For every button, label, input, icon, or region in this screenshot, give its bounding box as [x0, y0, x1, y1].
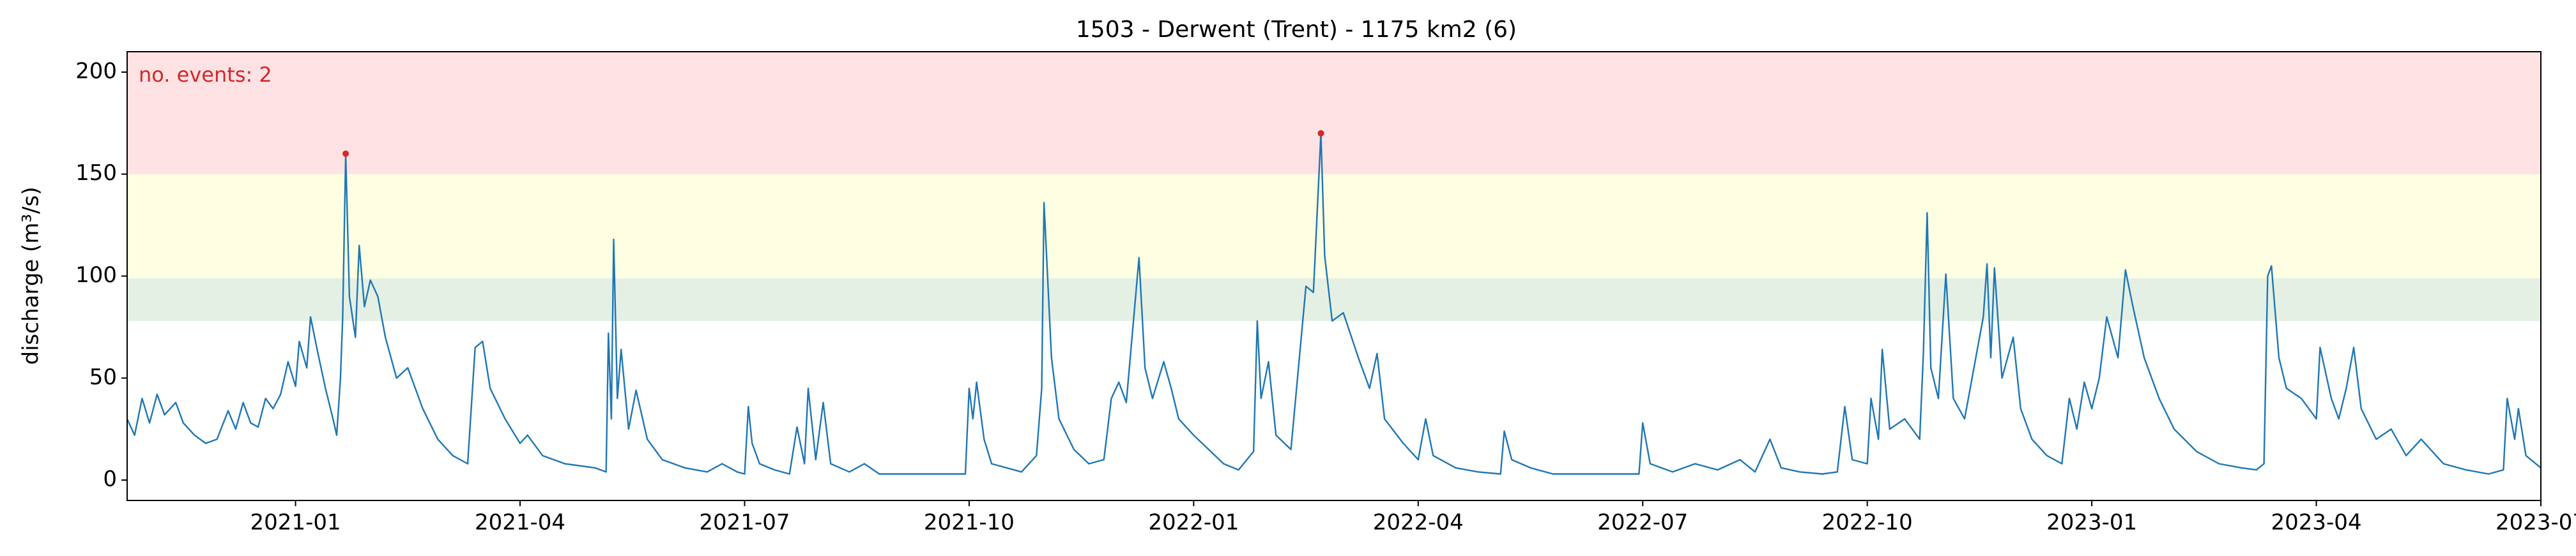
y-axis-label: discharge (m³/s)	[19, 187, 44, 365]
threshold-band	[127, 278, 2541, 321]
y-tick-label: 50	[89, 364, 117, 390]
x-tick-label: 2022-07	[1597, 510, 1688, 536]
x-tick-label: 2023-04	[2271, 510, 2362, 536]
x-tick-label: 2022-10	[1822, 510, 1913, 536]
x-tick-label: 2022-04	[1373, 510, 1464, 536]
threshold-band	[127, 174, 2541, 278]
x-tick-label: 2021-10	[924, 510, 1015, 536]
discharge-line	[126, 132, 2542, 475]
y-tick-label: 100	[75, 262, 117, 288]
x-tick-label: 2021-01	[250, 510, 341, 536]
y-tick-label: 150	[75, 160, 117, 186]
annotation: no. events: 2	[139, 63, 272, 87]
x-tick-label: 2023-01	[2046, 510, 2137, 536]
chart-title: 1503 - Derwent (Trent) - 1175 km2 (6)	[1076, 17, 1517, 43]
threshold-band	[127, 52, 2541, 174]
y-tick-label: 0	[103, 467, 117, 492]
event-marker	[342, 150, 349, 157]
y-tick-label: 200	[75, 58, 117, 84]
x-tick-label: 2023-07	[2496, 510, 2576, 536]
plot-frame	[126, 51, 2542, 501]
x-tick-label: 2022-01	[1148, 510, 1239, 536]
event-marker	[1317, 130, 1324, 137]
x-tick-label: 2021-07	[699, 510, 790, 536]
x-tick-label: 2021-04	[475, 510, 565, 536]
